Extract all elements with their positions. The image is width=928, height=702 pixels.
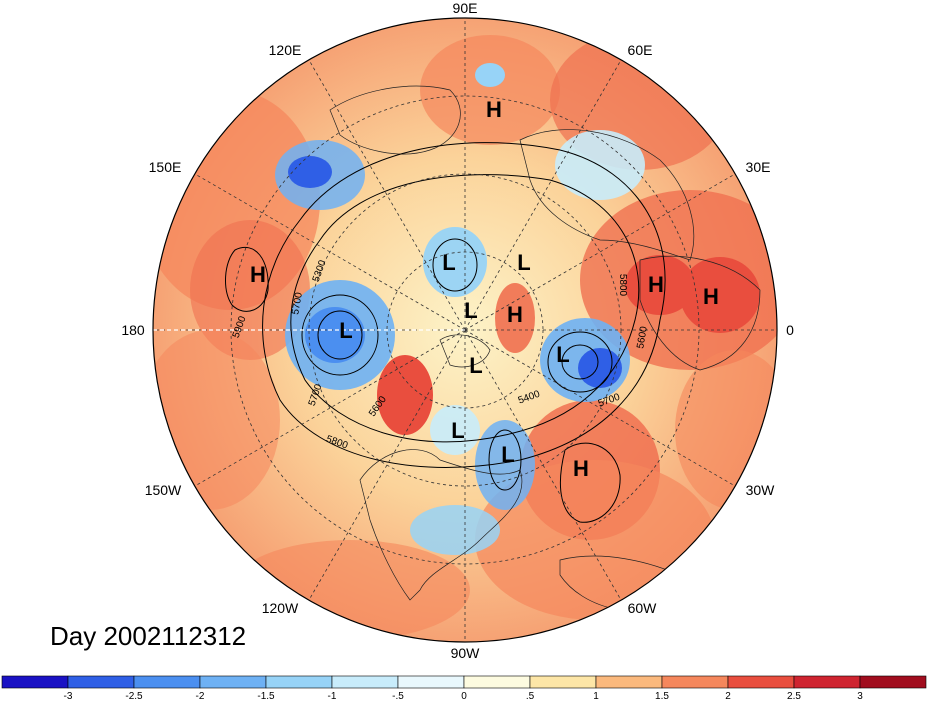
colorbar-swatch (661, 675, 729, 689)
colorbar-swatch (859, 675, 927, 689)
low-center: L (451, 418, 464, 443)
colorbar-tick-label: 3 (857, 691, 863, 702)
colorbar-swatch (331, 675, 399, 689)
colorbar-tick-label: -.5 (392, 691, 404, 702)
colorbar-swatch (397, 675, 465, 689)
lon-label-60e: 60E (628, 42, 653, 58)
colorbar-swatch (67, 675, 135, 689)
high-center: H (648, 272, 664, 297)
colorbar-swatch (463, 675, 531, 689)
high-center: H (486, 97, 502, 122)
colorbar-tick-label: -2.5 (125, 691, 143, 702)
lon-label-150e: 150E (149, 159, 182, 175)
colorbar-swatch (793, 675, 861, 689)
lon-label-30e: 30E (746, 159, 771, 175)
colorbar-tick-label: -2 (196, 691, 205, 702)
low-center: L (464, 298, 477, 323)
low-center: L (556, 342, 569, 367)
longitude-labels: 90E 120E 60E 150E 30E 180 0 150W 30W 120… (121, 0, 794, 661)
lon-label-120w: 120W (262, 600, 299, 616)
colorbar-swatch (199, 675, 267, 689)
lon-label-0: 0 (786, 322, 794, 338)
colorbar-tick-label: 2 (725, 691, 731, 702)
colorbar-swatch (265, 675, 333, 689)
colorbar-swatch (133, 675, 201, 689)
high-center: H (703, 284, 719, 309)
map-rim (152, 17, 778, 643)
colorbar-tick-label: 1.5 (655, 691, 669, 702)
pressure-centers: H H H H H H L L L L L L L L (250, 97, 719, 481)
lon-label-150w: 150W (145, 482, 182, 498)
low-center: L (442, 250, 455, 275)
colorbar-swatch (727, 675, 795, 689)
low-center: L (339, 318, 352, 343)
colorbar-tick-label: -3 (64, 691, 73, 702)
lon-label-180: 180 (121, 322, 145, 338)
contour-label: 5800 (617, 274, 628, 297)
high-center: H (507, 302, 523, 327)
lon-label-90w: 90W (451, 645, 481, 661)
colorbar-swatch (529, 675, 597, 689)
height-contours (225, 142, 666, 523)
colorbar-tick-label: 2.5 (787, 691, 801, 702)
colorbar-tick-label: -1.5 (257, 691, 275, 702)
lon-label-90e: 90E (453, 0, 478, 16)
lon-label-120e: 120E (269, 42, 302, 58)
colorbar-tick-label: 0 (461, 691, 467, 702)
low-center: L (517, 250, 530, 275)
colorbar-swatch (595, 675, 663, 689)
colorbar-tick-label: 1 (593, 691, 599, 702)
high-center: H (573, 456, 589, 481)
low-center: L (501, 442, 514, 467)
colorbar: -3 -2.5 -2 -1.5 -1 -.5 0 .5 1 1.5 2 2.5 3 (1, 675, 927, 702)
lon-label-60w: 60W (628, 600, 658, 616)
lon-label-30w: 30W (746, 482, 776, 498)
colorbar-swatch (1, 675, 69, 689)
low-center: L (469, 353, 482, 378)
day-label: Day 2002112312 (50, 621, 246, 651)
contour-label: 5600 (635, 325, 650, 349)
high-center: H (250, 262, 266, 287)
colorbar-tick-label: .5 (526, 691, 535, 702)
colorbar-tick-label: -1 (328, 691, 337, 702)
contour-label: 5700 (290, 291, 305, 315)
